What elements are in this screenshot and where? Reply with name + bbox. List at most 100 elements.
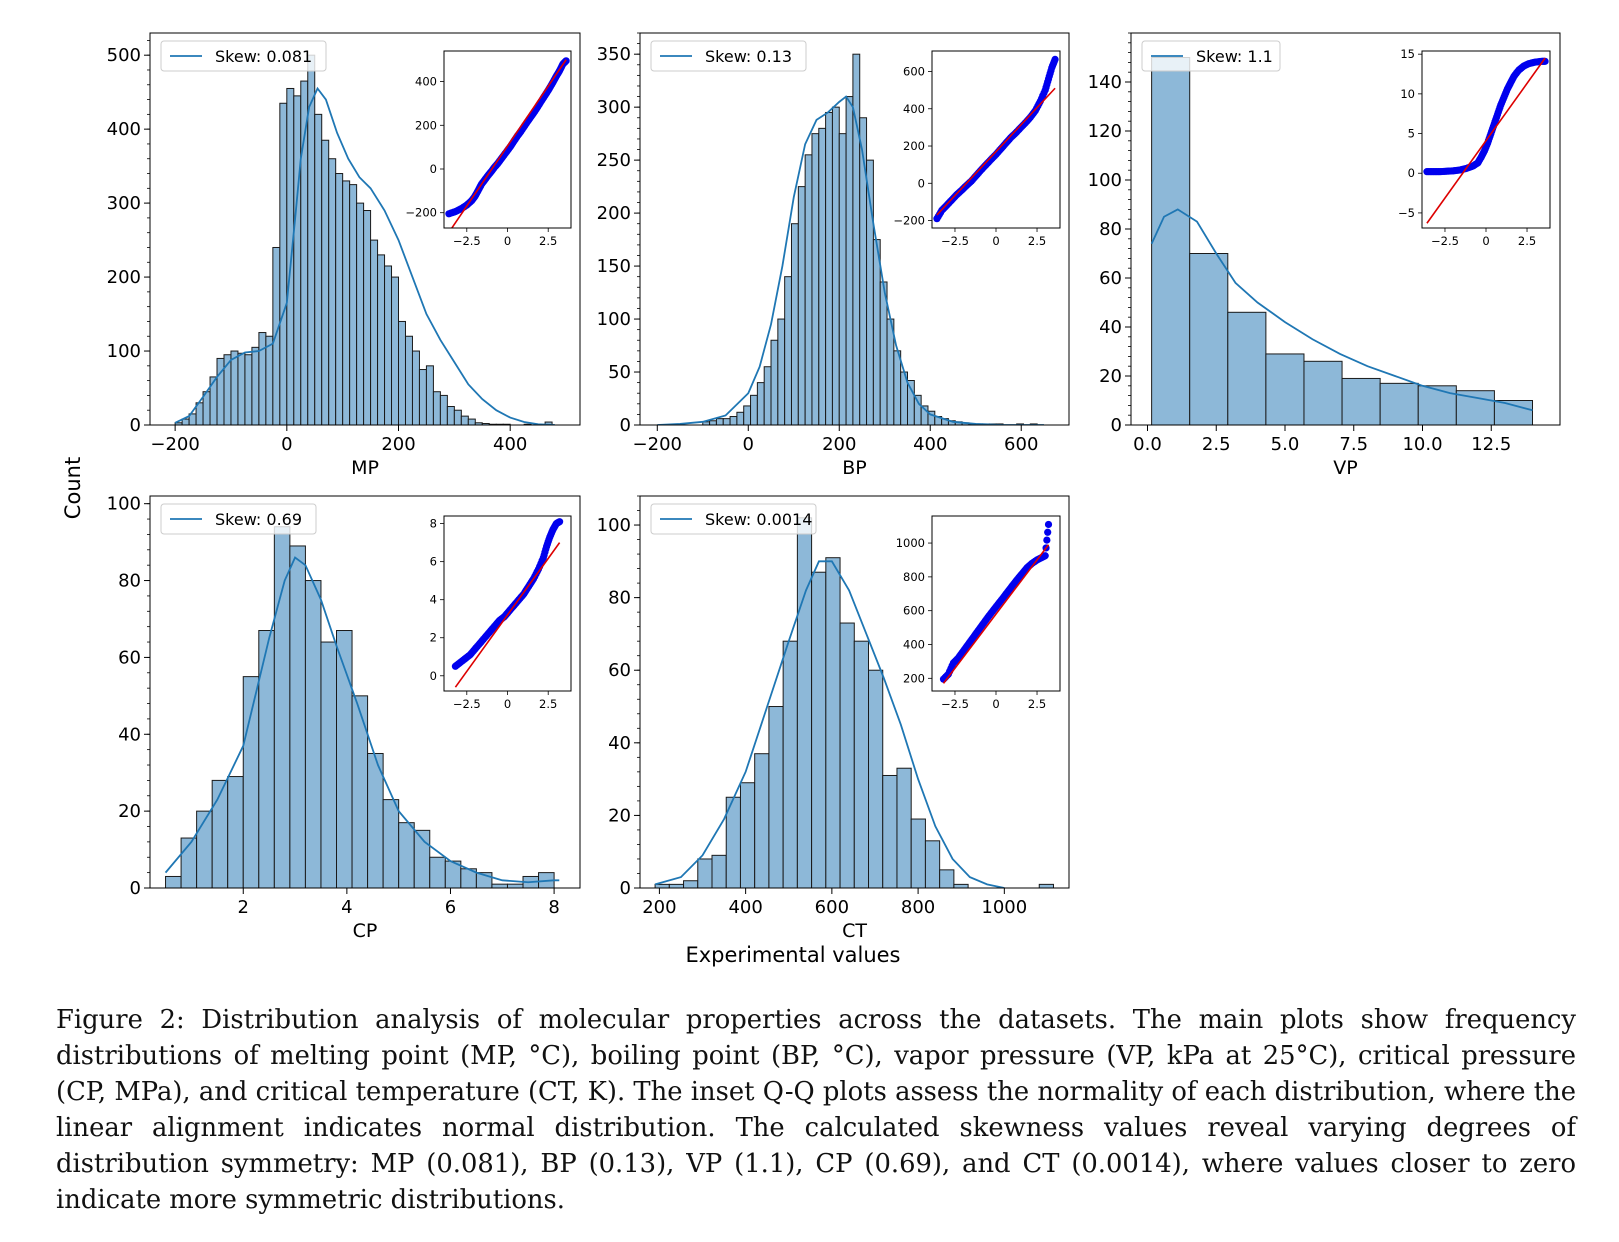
histogram-bar <box>711 854 727 888</box>
qq-y-tick-label: 2 <box>430 631 437 645</box>
qq-y-tick-label: 400 <box>903 102 925 116</box>
histogram-bar <box>818 127 827 425</box>
qq-y-tick-label: 0 <box>430 669 437 683</box>
qq-inset: −2.5 0 2.5 −5 0 5 10 15 <box>1398 47 1551 248</box>
histogram-bar <box>418 369 427 425</box>
histogram-bar <box>825 557 841 888</box>
y-tick-label: 80 <box>608 588 631 609</box>
qq-plot-area <box>1423 57 1549 224</box>
histogram-bar <box>722 418 731 425</box>
y-tick-label: 100 <box>597 309 631 330</box>
qq-x-tick-label: 2.5 <box>1518 234 1536 248</box>
qq-inset: −2.5 0 2.5 −200 0 200 400 600 <box>893 50 1061 248</box>
histogram-bar <box>825 111 833 425</box>
qq-reference-line <box>454 542 561 688</box>
histogram-bar <box>272 246 281 425</box>
plot-area <box>654 517 1054 888</box>
y-tick-label: 200 <box>597 203 631 224</box>
histogram-bar <box>853 640 870 888</box>
y-tick-label: 120 <box>1088 121 1122 142</box>
x-tick-label: 10.0 <box>1402 434 1442 455</box>
legend-label: Skew: 0.13 <box>705 47 792 66</box>
histogram-bar <box>750 394 758 425</box>
y-tick-label: 50 <box>608 362 631 383</box>
kde-curve <box>654 560 1005 888</box>
plot-area <box>657 53 1044 425</box>
qq-inset: −2.5 0 2.5 200 400 600 800 1000 <box>896 515 1061 711</box>
y-tick-label: 100 <box>597 515 631 536</box>
histogram-bar <box>398 320 406 425</box>
y-tick-label: 100 <box>107 494 141 515</box>
x-tick-label: 200 <box>642 897 676 918</box>
histogram-bar <box>797 186 806 425</box>
legend-box <box>160 40 327 72</box>
qq-x-tick-label: 2.5 <box>539 234 557 248</box>
x-tick-label: 400 <box>493 434 527 455</box>
qq-y-tick-label: −5 <box>1398 206 1415 220</box>
qq-reference-line <box>936 87 1056 216</box>
histogram-bar <box>763 366 772 425</box>
histogram-bar <box>342 180 351 425</box>
histogram-bar <box>363 210 372 425</box>
panel-bp: −200 0 200 400 600050100150200250300350BPSke… <box>597 32 1070 479</box>
y-tick-label: 0 <box>130 415 141 436</box>
qq-y-tick-label: −200 <box>405 206 437 220</box>
histogram-bar <box>882 774 898 888</box>
qq-x-tick-label: 2.5 <box>1028 234 1046 248</box>
x-tick-label: 0 <box>743 434 754 455</box>
y-tick-label: 20 <box>608 805 631 826</box>
histogram-bar <box>668 883 685 888</box>
histogram-bar <box>289 545 306 888</box>
legend-label: Skew: 0.0014 <box>705 510 812 529</box>
legend-box <box>160 503 317 535</box>
qq-x-tick-label: 0 <box>992 697 999 711</box>
legend-box <box>650 503 817 535</box>
histogram-bar <box>328 158 337 425</box>
shared-x-axis-label: Experimental values <box>685 943 900 967</box>
y-tick-label: 100 <box>1088 170 1122 191</box>
histogram-bar <box>1038 883 1054 888</box>
histogram-bar <box>377 254 386 425</box>
panel-ct: 200 400 600 800 1000 0 20 40 60 80 100 CT Skew: 0.00… <box>597 495 1070 942</box>
axes-frame <box>149 495 581 889</box>
qq-y-tick-label: 200 <box>415 118 437 132</box>
y-tick-label: 350 <box>597 44 631 65</box>
histogram-bar <box>683 880 699 888</box>
x-axis-label: CT <box>842 920 867 942</box>
histogram-bar <box>258 332 267 425</box>
x-axis-label: BP <box>842 457 867 479</box>
histogram-bar <box>782 640 798 888</box>
histogram-bar <box>831 106 840 425</box>
qq-x-tick-label: 2.5 <box>1028 697 1046 711</box>
histogram-bar <box>839 622 855 888</box>
x-tick-label: 8 <box>548 897 559 918</box>
histogram-bar <box>391 276 400 425</box>
histogram-bar <box>736 411 745 425</box>
qq-y-tick-label: 5 <box>1408 127 1415 141</box>
y-tick-label: 250 <box>597 150 631 171</box>
histogram-bar <box>491 883 508 888</box>
legend-box <box>1141 40 1281 72</box>
histogram-bar <box>913 394 922 425</box>
histogram-bar <box>1417 385 1457 425</box>
y-tick-label: 300 <box>107 193 141 214</box>
y-tick-label: 40 <box>118 724 141 745</box>
histogram-bar <box>429 856 446 888</box>
histogram-bar <box>768 706 784 888</box>
histogram-bar <box>872 239 881 425</box>
x-tick-label: 1000 <box>981 897 1027 918</box>
qq-x-tick-label: −2.5 <box>941 697 969 711</box>
qq-x-tick-label: −2.5 <box>453 234 481 248</box>
y-tick-label: 60 <box>118 647 141 668</box>
y-tick-label: 80 <box>118 571 141 592</box>
histogram-bar <box>251 346 260 425</box>
qq-y-tick-label: 800 <box>903 570 925 584</box>
qq-y-tick-label: 6 <box>430 555 437 569</box>
histogram-bar <box>165 875 182 888</box>
histogram-bar <box>237 352 246 425</box>
histogram-bar <box>896 767 912 888</box>
histogram-bar <box>460 415 469 425</box>
x-tick-label: −200 <box>633 434 682 455</box>
histogram-bar <box>370 239 379 425</box>
